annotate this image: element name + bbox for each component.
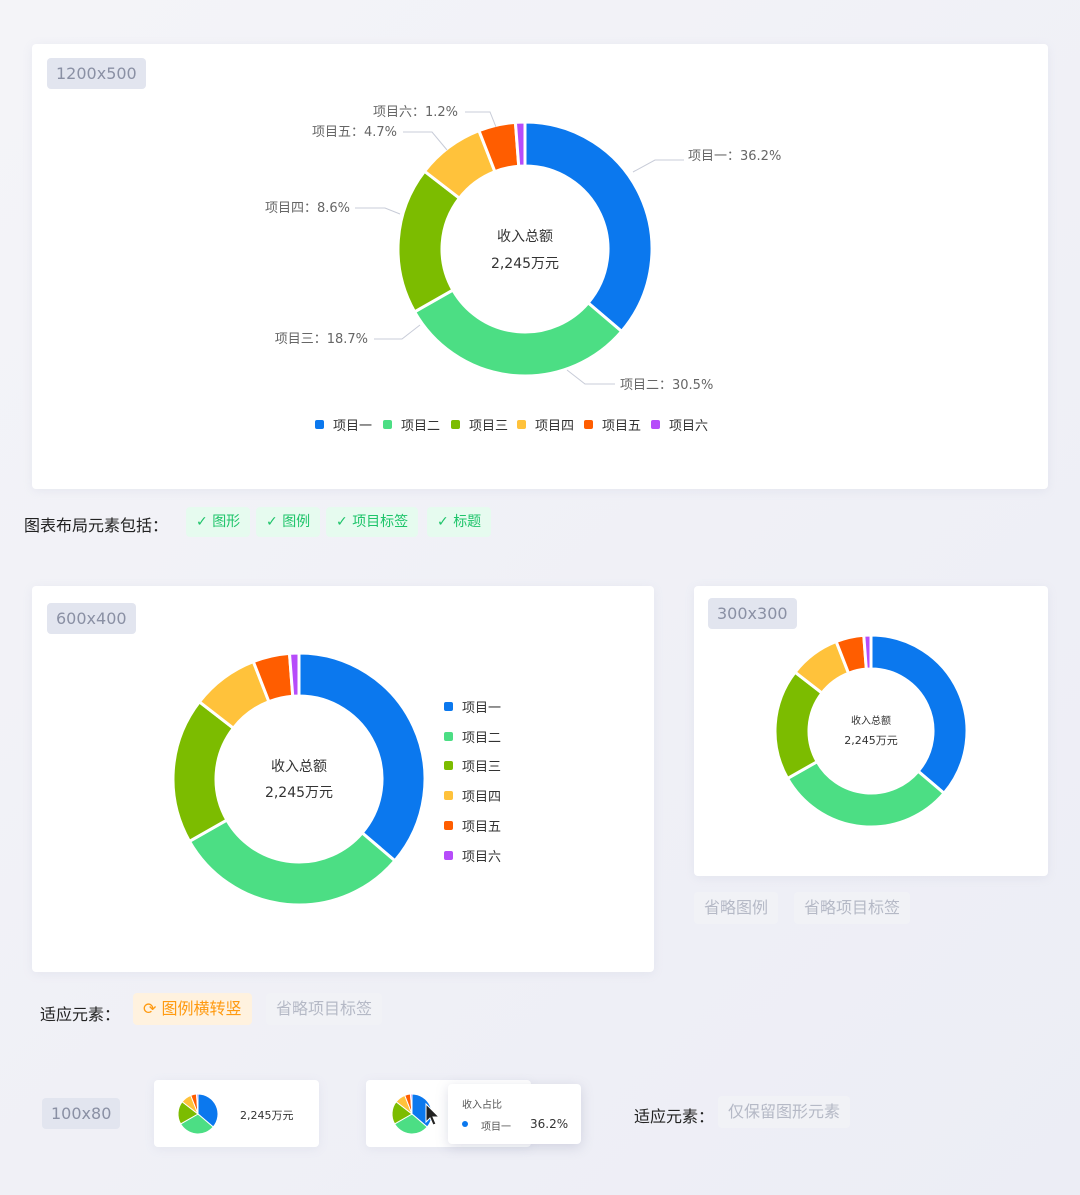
data-label-1: 项目一：36.2% (688, 149, 781, 164)
tiny2-slice-2[interactable] (393, 1113, 428, 1135)
legend-item-medium-1[interactable]: 项目一 (444, 697, 501, 716)
data-label-2: 项目二：30.5% (620, 378, 713, 393)
legend-label: 项目四 (535, 419, 575, 434)
size-badge-small: 300x300 (708, 598, 797, 629)
small-slice-2[interactable] (785, 759, 947, 829)
tag-item-label: ✓ 项目标签 (326, 507, 419, 537)
legend-item-medium-5[interactable]: 项目五 (444, 816, 501, 835)
legend-swatch (444, 702, 453, 711)
tag-title: ✓ 标题 (427, 507, 492, 537)
size-badge-tiny: 100x80 (42, 1098, 121, 1129)
tiny1-slice-2[interactable] (179, 1113, 214, 1135)
tooltip-item: 项目一 (481, 1122, 511, 1133)
tag-omit-labels: 省略项目标签 (794, 892, 911, 924)
size-badge-large: 1200x500 (47, 58, 146, 89)
large-slice-2[interactable] (412, 288, 624, 378)
center-title: 收入总额 (497, 229, 553, 245)
medium-slice-1[interactable] (297, 651, 427, 863)
data-label-4: 项目四：8.6% (265, 201, 350, 216)
legend-label: 项目一 (462, 701, 502, 716)
label-leader-line (465, 111, 497, 128)
size-badge-medium: 600x400 (47, 603, 136, 634)
legend-swatch (383, 420, 392, 429)
legend-label: 项目二 (462, 730, 502, 746)
legend-item-medium-3[interactable]: 项目三 (444, 756, 501, 775)
center-title-medium: 收入总额 (271, 759, 327, 775)
legend-label: 项目四 (462, 790, 502, 806)
tag-label: 图形 (212, 514, 241, 530)
center-value: 2,245万元 (491, 256, 559, 272)
tag-omit-labels-medium: 省略项目标签 (266, 993, 383, 1025)
legend-item-medium-2[interactable]: 项目二 (444, 727, 501, 746)
large-slice-6[interactable] (513, 120, 527, 168)
legend-swatch (444, 761, 453, 771)
tooltip-title: 收入占比 (462, 1100, 502, 1111)
tiny-value: 2,245万元 (240, 1109, 294, 1122)
data-label-3: 项目三：18.7% (275, 332, 368, 347)
legend-swatch (444, 731, 453, 741)
legend-swatch (517, 420, 526, 429)
tag-legend: ✓ 图例 (256, 507, 321, 537)
legend-item-1[interactable]: 项目一 (315, 415, 372, 434)
label-leader-line (355, 207, 401, 215)
tag-label: 图例横转竖 (161, 999, 242, 1018)
tag-shape: ✓ 图形 (186, 507, 251, 537)
legend-item-6[interactable]: 项目六 (651, 415, 708, 434)
label-leader-line (374, 324, 421, 340)
small-slice-6[interactable] (862, 633, 873, 671)
legend-label: 项目三 (462, 760, 502, 776)
medium-slice-2[interactable] (187, 818, 397, 907)
tiny1-slice-1[interactable] (197, 1093, 219, 1128)
label-leader-line (632, 159, 684, 173)
tiny1-slice-6[interactable] (195, 1093, 199, 1115)
data-label-6: 项目六：1.2% (373, 105, 458, 120)
data-label-5: 项目五：4.7% (312, 125, 397, 140)
legend-swatch (451, 420, 460, 429)
tiny-adapt-label: 适应元素： (634, 1107, 715, 1126)
legend-item-2[interactable]: 项目二 (383, 415, 440, 434)
legend-swatch (444, 850, 453, 860)
legend-item-3[interactable]: 项目三 (451, 415, 508, 434)
legend-swatch (315, 420, 324, 429)
legend-swatch (584, 420, 593, 429)
center-value-small: 2,245万元 (844, 734, 898, 747)
legend-label: 项目六 (669, 419, 709, 434)
tag-legend-rotate: ⟳ 图例横转竖 (133, 993, 252, 1025)
tooltip: 收入占比 项目一 36.2% (448, 1084, 581, 1144)
legend-item-medium-4[interactable]: 项目四 (444, 786, 501, 805)
legend-item-5[interactable]: 项目五 (584, 415, 641, 434)
large-chart-card (32, 44, 1048, 489)
center-value-medium: 2,245万元 (265, 785, 333, 801)
legend-label: 项目二 (401, 419, 441, 434)
legend-item-medium-6[interactable]: 项目六 (444, 846, 501, 865)
legend-swatch (444, 791, 453, 801)
medium-slice-6[interactable] (287, 651, 301, 698)
tooltip-dot (462, 1121, 468, 1127)
tiny2-slice-6[interactable] (409, 1093, 413, 1115)
label-leader-line (566, 369, 615, 385)
legend-label: 项目一 (333, 419, 373, 434)
legend-swatch (651, 420, 660, 429)
legend-item-4[interactable]: 项目四 (517, 415, 574, 434)
layout-elements-label: 图表布局元素包括： (24, 516, 169, 535)
legend-label: 项目三 (469, 419, 509, 434)
legend-label: 项目五 (462, 819, 502, 835)
tag-label: 标题 (453, 514, 482, 530)
medium-adapt-label: 适应元素： (40, 1005, 121, 1024)
center-title-small: 收入总额 (851, 714, 891, 727)
label-leader-line (403, 131, 448, 151)
medium-chart-card (32, 586, 654, 972)
tag-label: 图例 (282, 514, 311, 530)
tag-label: 项目标签 (352, 514, 409, 530)
legend-label: 项目六 (462, 849, 502, 865)
legend-label: 项目五 (602, 419, 642, 434)
tooltip-value: 36.2% (530, 1117, 569, 1131)
tag-omit-legend: 省略图例 (694, 892, 779, 924)
large-slice-1[interactable] (523, 120, 654, 334)
small-slice-1[interactable] (869, 633, 969, 796)
cursor-icon (425, 1102, 441, 1126)
legend-swatch (444, 820, 453, 830)
tag-graphics-only: 仅保留图形元素 (718, 1096, 851, 1128)
